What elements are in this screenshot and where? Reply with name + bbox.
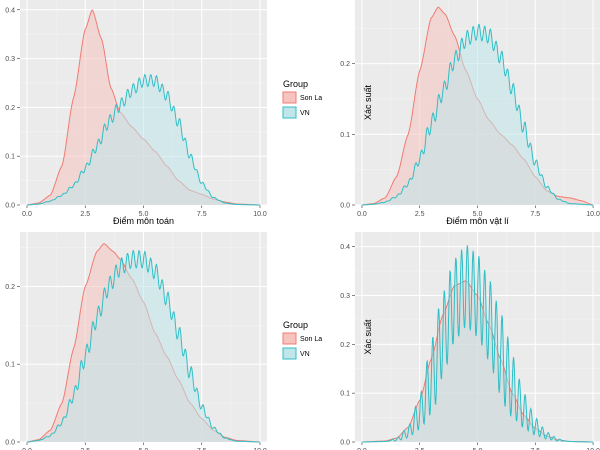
y-tick-label: 0.0 (340, 440, 350, 447)
math-density-panel: 0.0 2.5 5.0 7.5 10.0 0.0 0.1 0.2 0.3 0.4 Điểm môn … (5, 0, 267, 226)
legend-label-son-la: Son La (300, 95, 322, 102)
legend-label-son-la: Son La (300, 336, 322, 343)
x-tick-label: 2.5 (80, 211, 90, 218)
vn-density-line (361, 245, 594, 443)
y-tick-label: 0.4 (340, 244, 350, 251)
legend-key-son-la (282, 91, 297, 104)
y-tick-label: 0.0 (5, 440, 15, 447)
legend-label-vn: VN (300, 110, 310, 117)
x-tick-label: 7.5 (530, 211, 540, 218)
x-tick-label: 5.0 (139, 448, 149, 450)
legend-bottom: Group Son La VN (282, 320, 322, 360)
y-tick-label: 0.1 (340, 391, 350, 398)
x-tick-label: 5.0 (139, 211, 149, 218)
y-tick-label: 0.1 (5, 362, 15, 369)
x-tick-label: 10.0 (586, 448, 600, 450)
y-axis-title: Xác suất (363, 319, 373, 355)
x-tick-label: 10.0 (253, 211, 267, 218)
legend-key-vn (282, 347, 297, 360)
x-tick-label: 7.5 (530, 448, 540, 450)
x-tick-label: 2.5 (80, 448, 90, 450)
y-tick-label: 0.2 (340, 342, 350, 349)
vn-density-line (361, 23, 594, 206)
x-tick-label: 5.0 (473, 448, 483, 450)
physics-density-panel: 0.0 2.5 5.0 7.5 10.0 0.0 0.1 0.2 Điểm môn vật lí… (340, 0, 600, 226)
vn-density-area (27, 74, 260, 205)
vn-density-area (27, 250, 260, 442)
x-tick-label: 5.0 (473, 211, 483, 218)
x-tick-label: 10.0 (253, 448, 267, 450)
x-tick-label: 7.5 (197, 448, 207, 450)
bottom-left-density-panel: 0.0 2.5 5.0 7.5 10.0 0.0 0.1 0.2 (5, 232, 267, 450)
y-tick-label: 0.3 (340, 293, 350, 300)
legend-title: Group (283, 320, 308, 330)
vn-density-line (27, 73, 260, 206)
x-tick-label: 10.0 (586, 211, 600, 218)
y-axis-title: Xác suất (363, 84, 373, 120)
bottom-right-density-panel: 0.0 2.5 5.0 7.5 10.0 0.0 0.1 0.2 0.3 0.4 Xác suất (340, 232, 600, 450)
y-tick-label: 0.0 (5, 203, 15, 210)
x-axis-title: Điểm môn vật lí (446, 216, 509, 226)
legend-key-vn (282, 106, 297, 119)
y-tick-label: 0.1 (5, 154, 15, 161)
x-tick-label: 0.0 (357, 211, 367, 218)
vn-density-line (27, 249, 260, 443)
x-tick-label: 0.0 (22, 211, 32, 218)
y-tick-label: 0.2 (5, 105, 15, 112)
legend-label-vn: VN (300, 351, 310, 358)
y-tick-label: 0.0 (340, 203, 350, 210)
x-tick-label: 2.5 (415, 448, 425, 450)
x-axis-title: Điểm môn toán (113, 216, 174, 226)
y-tick-label: 0.2 (5, 284, 15, 291)
x-tick-label: 0.0 (22, 448, 32, 450)
legend-title: Group (283, 79, 308, 89)
x-tick-label: 0.0 (357, 448, 367, 450)
legend-key-son-la (282, 332, 297, 345)
y-tick-label: 0.3 (5, 56, 15, 63)
y-tick-label: 0.4 (5, 7, 15, 14)
y-tick-label: 0.2 (340, 61, 350, 68)
y-tick-label: 0.1 (340, 132, 350, 139)
x-tick-label: 7.5 (197, 211, 207, 218)
x-tick-label: 2.5 (415, 211, 425, 218)
vn-density-area (361, 245, 594, 442)
son-la-density-area (27, 10, 260, 205)
legend-top: Group Son La VN (282, 79, 322, 119)
